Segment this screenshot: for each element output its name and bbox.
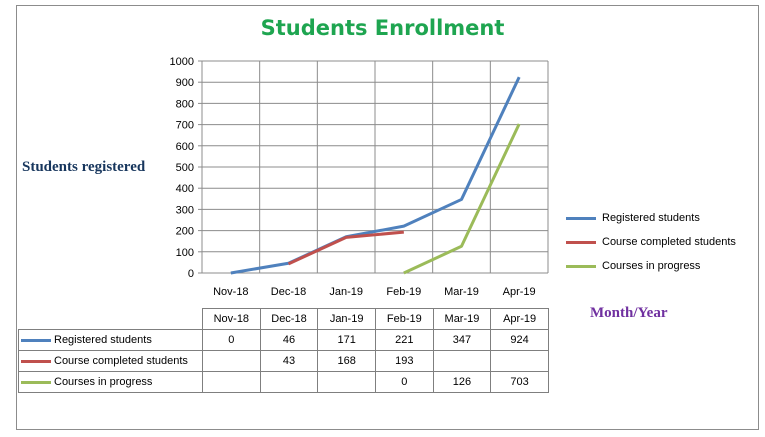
table-cell bbox=[432, 350, 492, 372]
table-header-cell: Jan-19 bbox=[317, 308, 376, 330]
x-tick-label: Dec-18 bbox=[271, 286, 306, 298]
table-cell bbox=[202, 350, 261, 372]
table-row-label: Registered students bbox=[18, 329, 203, 351]
table-cell bbox=[259, 371, 319, 393]
table-cell: 171 bbox=[317, 329, 376, 351]
table-row: Courses in progress 0 126 703 bbox=[18, 371, 549, 393]
table-cell bbox=[490, 350, 549, 372]
series-line-1 bbox=[230, 76, 521, 275]
table-corner bbox=[19, 309, 203, 330]
table-legend-key bbox=[21, 380, 51, 384]
table-row: Course completed students 43 168 193 bbox=[18, 350, 549, 372]
x-axis-label: Month/Year bbox=[590, 305, 668, 321]
x-tick-label: Feb-19 bbox=[386, 286, 421, 298]
y-tick-label: 100 bbox=[176, 247, 194, 259]
legend-entry: Registered students bbox=[566, 206, 736, 230]
table-row: Registered students 0 46 171 221 347 924 bbox=[18, 329, 549, 351]
y-tick-label: 700 bbox=[176, 120, 194, 132]
table-cell: 43 bbox=[259, 350, 319, 372]
x-tick-label: Jan-19 bbox=[329, 286, 363, 298]
table-legend-key bbox=[21, 338, 51, 342]
table-cell bbox=[317, 371, 376, 393]
table-header-cell: Dec-18 bbox=[259, 308, 319, 330]
y-tick-label: 900 bbox=[176, 77, 194, 89]
legend-label: Courses in progress bbox=[602, 260, 701, 272]
data-table: Nov-18 Dec-18 Jan-19 Feb-19 Mar-19 Apr-19 Regi… bbox=[18, 308, 549, 393]
y-tick-label: 500 bbox=[176, 162, 194, 174]
table-cell bbox=[202, 371, 261, 393]
legend-swatch bbox=[566, 264, 596, 268]
y-tick-label: 0 bbox=[188, 268, 194, 280]
legend-label: Registered students bbox=[602, 212, 700, 224]
table-cell: 126 bbox=[432, 371, 492, 393]
y-tick-label: 400 bbox=[176, 183, 194, 195]
legend-swatch bbox=[566, 240, 596, 244]
chart-title: Students Enrollment bbox=[260, 16, 505, 40]
table-header-cell: Mar-19 bbox=[432, 308, 492, 330]
legend-entry: Courses in progress bbox=[566, 254, 736, 278]
table-cell: 924 bbox=[490, 329, 549, 351]
x-tick-label: Nov-18 bbox=[213, 286, 248, 298]
y-tick-label: 600 bbox=[176, 141, 194, 153]
y-tick-label: 300 bbox=[176, 204, 194, 216]
legend-label: Course completed students bbox=[602, 236, 736, 248]
x-tick-label: Mar-19 bbox=[444, 286, 479, 298]
table-row-label: Course completed students bbox=[18, 350, 203, 372]
table-header-cell: Apr-19 bbox=[490, 308, 549, 330]
table-cell: 168 bbox=[317, 350, 376, 372]
y-tick-label: 200 bbox=[176, 226, 194, 238]
table-cell: 347 bbox=[432, 329, 492, 351]
legend: Registered students Course completed stud… bbox=[566, 206, 736, 278]
legend-swatch bbox=[566, 216, 596, 220]
table-legend-key bbox=[21, 359, 51, 363]
series-line-2 bbox=[287, 230, 404, 266]
table-series-name: Course completed students bbox=[54, 355, 188, 367]
x-tick-label: Apr-19 bbox=[503, 286, 536, 298]
y-axis-label: Students registered bbox=[22, 159, 146, 175]
table-cell: 0 bbox=[202, 329, 261, 351]
table-row-label: Courses in progress bbox=[18, 371, 203, 393]
table-cell: 703 bbox=[490, 371, 549, 393]
legend-entry: Course completed students bbox=[566, 230, 736, 254]
chart-frame bbox=[16, 5, 759, 430]
y-tick-label: 1000 bbox=[170, 56, 194, 68]
table-header-row: Nov-18 Dec-18 Jan-19 Feb-19 Mar-19 Apr-19 bbox=[19, 308, 549, 330]
table-cell: 221 bbox=[374, 329, 434, 351]
y-tick-label: 800 bbox=[176, 98, 194, 110]
table-series-name: Registered students bbox=[54, 334, 152, 346]
table-header-cell: Nov-18 bbox=[202, 308, 261, 330]
table-header-cell: Feb-19 bbox=[374, 308, 434, 330]
table-cell: 193 bbox=[374, 350, 434, 372]
table-cell: 0 bbox=[374, 371, 434, 393]
table-cell: 46 bbox=[259, 329, 319, 351]
table-series-name: Courses in progress bbox=[54, 376, 153, 388]
